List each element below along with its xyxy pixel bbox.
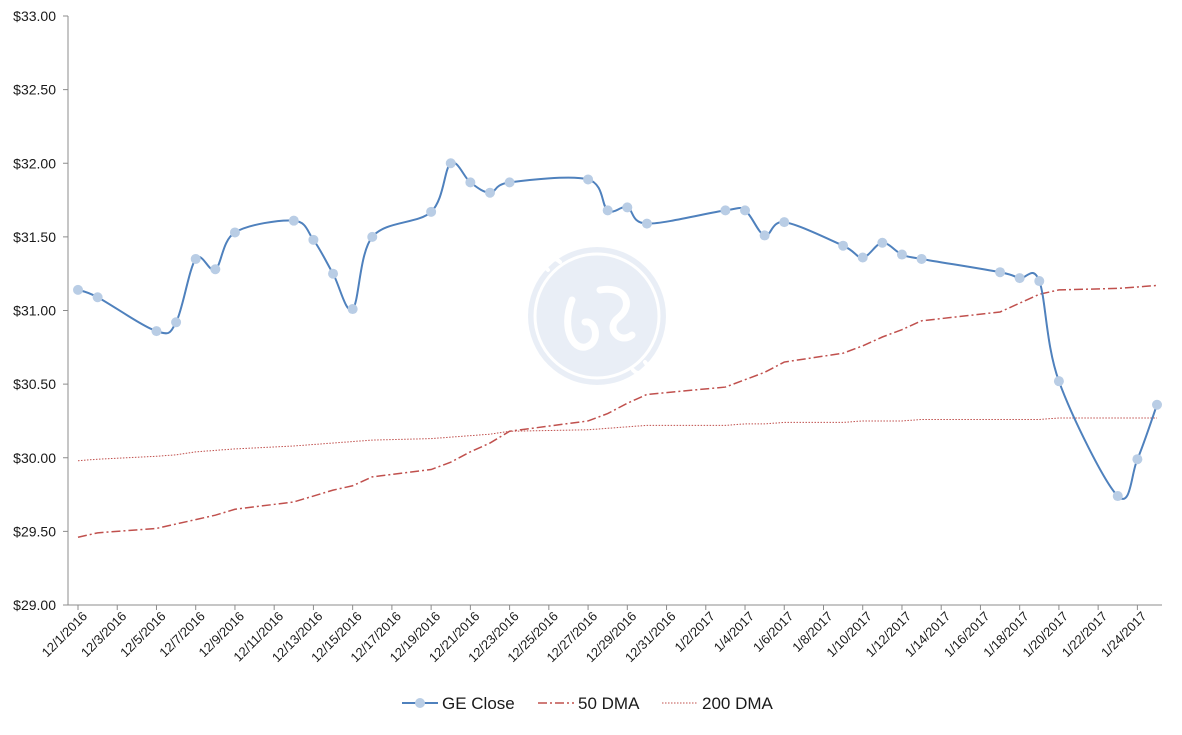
ge-close-point (896, 249, 907, 260)
series-layer (73, 158, 1162, 538)
ge-close-point (622, 202, 633, 213)
ge-close-point (426, 206, 437, 217)
ge-close-point (229, 227, 240, 238)
ge-close-point (210, 264, 221, 275)
ge-close-point (995, 267, 1006, 278)
ge-close-point (1112, 491, 1123, 502)
ge-close-point (1053, 376, 1064, 387)
y-tick-label: $32.50 (13, 82, 56, 98)
y-tick-label: $31.00 (13, 303, 56, 319)
ge-close-point (92, 292, 103, 303)
legend-marker-ge-close (415, 698, 425, 708)
y-tick-label: $31.50 (13, 229, 56, 245)
ge-close-point (288, 215, 299, 226)
ge-close-point (504, 177, 515, 188)
ge-close-point (602, 205, 613, 216)
ge-close-point (151, 326, 162, 337)
ge-close-point (1132, 454, 1143, 465)
ge-close-point (1152, 399, 1162, 410)
y-tick-label: $29.00 (13, 597, 56, 613)
y-tick-label: $30.00 (13, 450, 56, 466)
y-tick-label: $33.00 (13, 8, 56, 24)
ge-close-point (367, 231, 378, 242)
ge-close-point (347, 304, 358, 315)
ge-close-point (641, 218, 652, 229)
ge-close-point (1034, 276, 1045, 287)
ge-close-point (740, 205, 751, 216)
ge-close-point (465, 177, 476, 188)
ge-close-point (720, 205, 731, 216)
ge-close-point (328, 268, 339, 279)
ge-close-point (1014, 273, 1025, 284)
y-tick-label: $29.50 (13, 523, 56, 539)
ge-close-point (445, 158, 456, 169)
ge-close-point (190, 253, 201, 264)
ge-close-point (916, 253, 927, 264)
ge-logo-watermark (528, 247, 666, 385)
50-dma-line (77, 284, 1158, 538)
x-tick-label: 1/4/2017 (711, 609, 757, 655)
legend-label-200-dma: 200 DMA (702, 694, 774, 713)
ge-close-point (171, 317, 182, 328)
ge-close-point (857, 252, 868, 263)
ge-close-point (759, 230, 770, 241)
200-dma-line (77, 417, 1157, 462)
x-axis-ticks: 12/1/201612/3/201612/5/201612/7/201612/9… (39, 605, 1150, 665)
x-tick-label: 1/6/2017 (750, 609, 796, 655)
legend-label-ge-close: GE Close (442, 694, 515, 713)
legend: GE Close 50 DMA 200 DMA (402, 694, 774, 713)
y-tick-label: $32.00 (13, 155, 56, 171)
x-tick-label: 1/2/2017 (672, 609, 718, 655)
ge-close-point (838, 240, 849, 251)
ge-close-point (484, 187, 495, 198)
y-axis-ticks: $29.00 $29.50 $30.00 $30.50 $31.00 $31.50 $32.… (13, 8, 68, 613)
ge-close-point (779, 217, 790, 228)
y-tick-label: $30.50 (13, 376, 56, 392)
ge-close-point (877, 237, 888, 248)
ge-close-point (308, 234, 319, 245)
ge-close-point (583, 174, 594, 185)
legend-label-50-dma: 50 DMA (578, 694, 640, 713)
ge-close-point (73, 284, 83, 295)
